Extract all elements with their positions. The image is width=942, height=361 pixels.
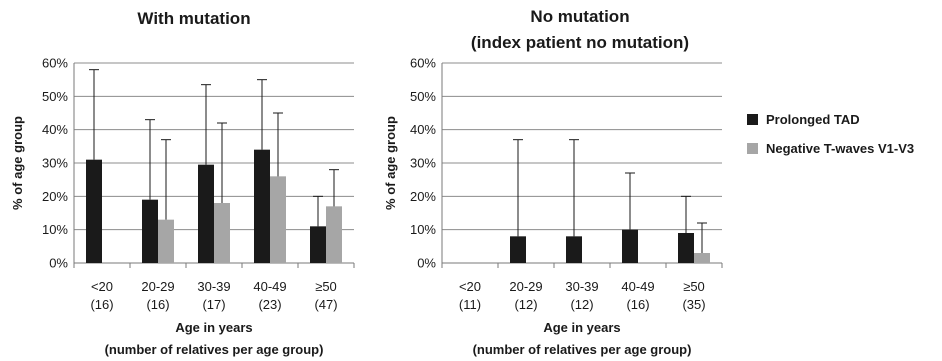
bar-prolonged-tad — [198, 164, 214, 263]
legend-label-prolonged-tad: Prolonged TAD — [766, 112, 860, 127]
x-tick-count: (12) — [514, 297, 537, 312]
y-tick-label: 0% — [49, 256, 68, 271]
bar-prolonged-tad — [310, 226, 326, 263]
y-tick-label: 0% — [417, 256, 436, 271]
x-tick-label: 30-39 — [197, 279, 230, 294]
chart-with-mutation: With mutation 0% 10% 20% 30% 40% 50% 60% <20 (16)… — [10, 9, 355, 357]
bar-prolonged-tad — [566, 236, 582, 263]
bar-prolonged-tad — [254, 149, 270, 263]
bar-negative-t-waves — [270, 176, 286, 263]
bar-negative-t-waves — [326, 206, 342, 263]
y-tick-label: 20% — [410, 189, 436, 204]
x-tick-count: (23) — [258, 297, 281, 312]
y-tick-label: 10% — [42, 222, 68, 237]
chart-title: No mutation — [530, 7, 629, 26]
x-axis-label: Age in years — [175, 320, 252, 335]
bar-prolonged-tad — [142, 199, 158, 263]
x-tick-label: ≥50 — [683, 279, 705, 294]
legend: Prolonged TAD Negative T-waves V1-V3 — [747, 112, 914, 156]
x-tick-count: (16) — [626, 297, 649, 312]
x-axis-label-secondary: (number of relatives per age group) — [473, 342, 692, 357]
chart-no-mutation: No mutation (index patient no mutation) 0%… — [383, 7, 723, 357]
bar-negative-t-waves — [158, 219, 174, 263]
y-tick-label: 30% — [410, 156, 436, 171]
chart-title: With mutation — [137, 9, 250, 28]
y-tick-label: 60% — [410, 56, 436, 71]
x-tick-count: (47) — [314, 297, 337, 312]
bar-negative-t-waves — [214, 203, 230, 263]
bar-negative-t-waves — [694, 253, 710, 263]
bar-prolonged-tad — [678, 233, 694, 263]
x-axis-label-secondary: (number of relatives per age group) — [105, 342, 324, 357]
x-tick-label: 20-29 — [141, 279, 174, 294]
x-tick-count: (12) — [570, 297, 593, 312]
x-tick-label: 20-29 — [509, 279, 542, 294]
y-tick-label: 50% — [42, 89, 68, 104]
y-axis-label: % of age group — [10, 116, 25, 210]
y-tick-label: 10% — [410, 222, 436, 237]
x-tick-label: 30-39 — [565, 279, 598, 294]
y-tick-label: 20% — [42, 189, 68, 204]
y-tick-label: 40% — [410, 122, 436, 137]
x-tick-label: <20 — [91, 279, 113, 294]
x-tick-count: (17) — [202, 297, 225, 312]
x-axis-label: Age in years — [543, 320, 620, 335]
x-tick-label: ≥50 — [315, 279, 337, 294]
x-tick-count: (16) — [146, 297, 169, 312]
x-tick-label: 40-49 — [621, 279, 654, 294]
legend-label-negative-t-waves: Negative T-waves V1-V3 — [766, 141, 914, 156]
y-tick-label: 50% — [410, 89, 436, 104]
legend-swatch-negative-t-waves — [747, 143, 758, 154]
x-tick-count: (11) — [459, 297, 481, 312]
chart-subtitle: (index patient no mutation) — [471, 33, 689, 52]
bar-prolonged-tad — [86, 159, 102, 263]
x-tick-count: (35) — [682, 297, 705, 312]
x-tick-label: 40-49 — [253, 279, 286, 294]
x-tick-label: <20 — [459, 279, 481, 294]
bar-prolonged-tad — [622, 229, 638, 263]
legend-swatch-prolonged-tad — [747, 114, 758, 125]
y-tick-label: 40% — [42, 122, 68, 137]
y-axis-label: % of age group — [383, 116, 398, 210]
x-tick-count: (16) — [90, 297, 113, 312]
bar-prolonged-tad — [510, 236, 526, 263]
y-tick-label: 60% — [42, 56, 68, 71]
y-tick-label: 30% — [42, 156, 68, 171]
